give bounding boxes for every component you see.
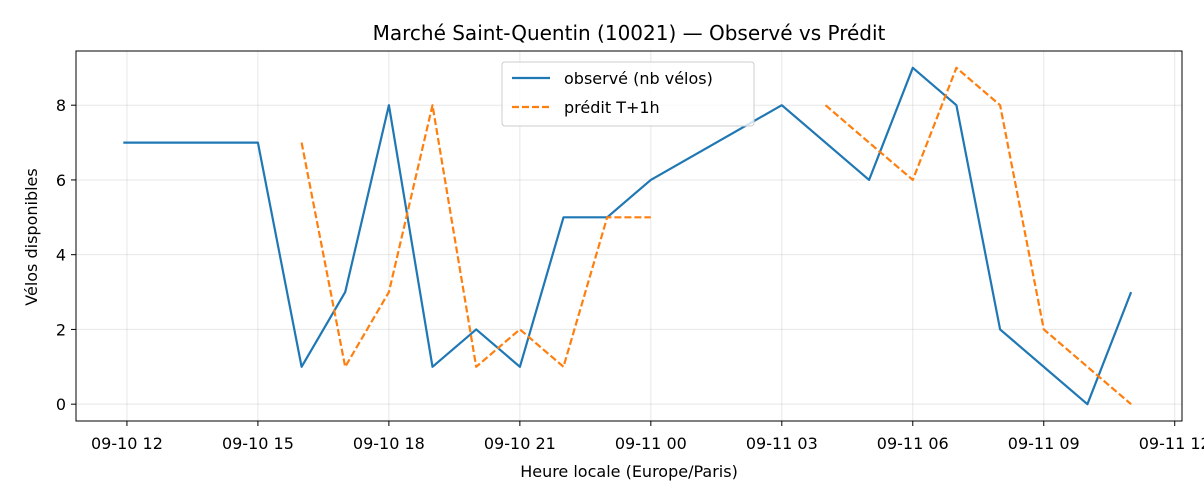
y-tick-label: 0: [56, 395, 66, 414]
chart-title: Marché Saint-Quentin (10021) — Observé v…: [373, 21, 886, 45]
legend: observé (nb vélos) prédit T+1h: [501, 61, 755, 127]
legend-box: [501, 61, 755, 127]
y-tick-label: 4: [56, 246, 66, 265]
series-line-predicted: [300, 104, 651, 368]
legend-label: observé (nb vélos): [564, 69, 713, 88]
x-tick-label: 09-11 06: [877, 434, 949, 453]
x-tick-label: 09-10 18: [353, 434, 425, 453]
y-tick-label: 2: [56, 320, 66, 339]
x-tick-label: 09-10 12: [91, 434, 163, 453]
x-tick-label: 09-11 00: [615, 434, 687, 453]
y-tick-label: 8: [56, 96, 66, 115]
x-axis-label: Heure locale (Europe/Paris): [520, 462, 738, 481]
x-tick-label: 09-10 15: [222, 434, 294, 453]
y-tick-label: 6: [56, 171, 66, 190]
y-axis-label: Vélos disponibles: [22, 168, 41, 305]
x-tick-label: 09-11 03: [746, 434, 818, 453]
series-line-observed: [123, 66, 1133, 406]
plot-area-frame: [75, 50, 1183, 422]
series-line-predicted: [824, 66, 1132, 406]
x-tick-label: 09-10 21: [484, 434, 556, 453]
x-tick-label: 09-11 09: [1008, 434, 1080, 453]
legend-label: prédit T+1h: [564, 98, 660, 117]
x-tick-label: 09-11 12: [1139, 434, 1204, 453]
series-layer: [123, 66, 1133, 406]
axes: 09-10 12 09-10 15 09-10 18 09-10 21 09-11 00…: [56, 96, 1204, 453]
